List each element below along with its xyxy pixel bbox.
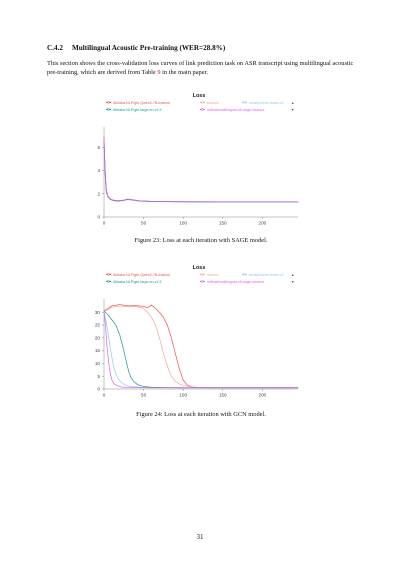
intro-text: This section shows the cross-validation … xyxy=(47,60,354,77)
sage-y-tick-label: 0 xyxy=(97,215,100,220)
gcn-y-tick-label: 5 xyxy=(97,374,100,379)
gcn-legend-label: Alibaba-NLP/gte-Qwen2-7B-instruct xyxy=(113,273,170,277)
sage-loss-chart: Loss Alibaba-NLP/gte-Qwen2-7B-instruct ran… xyxy=(88,89,310,229)
sage-legend-down-arrow[interactable]: ▼ xyxy=(291,108,294,112)
gcn-series-line xyxy=(103,310,299,389)
gcn-loss-chart: Loss Alibaba-NLP/gte-Qwen2-7B-instruct ran… xyxy=(88,261,310,401)
sage-title: Loss xyxy=(193,93,206,99)
sage-legend-label: sinai/phobert-base-v2 xyxy=(249,101,284,105)
gcn-legend-item[interactable]: Alibaba-NLP/gte-Qwen2-7B-instruct xyxy=(106,273,170,277)
sage-x-tick-label: 200 xyxy=(259,221,267,226)
sage-series-line xyxy=(103,136,299,203)
sage-x-tick-label: 150 xyxy=(219,221,227,226)
gcn-legend-item[interactable]: random xyxy=(200,273,219,277)
gcn-y-tick-label: 15 xyxy=(95,348,101,353)
sage-x-tick-label: 50 xyxy=(141,221,147,226)
gcn-legend-item[interactable]: intfloat/multilingual-e5-large-instruct xyxy=(200,280,264,284)
gcn-series-line xyxy=(103,310,299,389)
gcn-x-tick-label: 0 xyxy=(103,393,106,398)
sage-legend-up-arrow[interactable]: ▲ xyxy=(291,101,294,105)
gcn-series-line xyxy=(103,304,299,389)
gcn-legend-down-arrow[interactable]: ▼ xyxy=(291,280,294,284)
gcn-legend-up-arrow[interactable]: ▲ xyxy=(291,273,294,277)
table-reference-link[interactable]: 9 xyxy=(157,69,161,77)
sage-loss-chart-svg: Loss Alibaba-NLP/gte-Qwen2-7B-instruct ran… xyxy=(97,93,299,226)
gcn-y-tick-label: 30 xyxy=(95,310,101,315)
sage-legend-item[interactable]: intfloat/multilingual-e5-large-instruct xyxy=(200,108,264,112)
gcn-loss-chart-svg: Loss Alibaba-NLP/gte-Qwen2-7B-instruct ran… xyxy=(95,265,299,398)
gcn-title: Loss xyxy=(193,265,206,271)
sage-legend-item[interactable]: random xyxy=(200,101,219,105)
gcn-legend-marker xyxy=(107,273,110,276)
sage-legend-label: intfloat/multilingual-e5-large-instruct xyxy=(207,108,264,112)
gcn-series-line xyxy=(103,311,299,389)
gcn-series-line xyxy=(103,305,299,389)
gcn-legend-marker xyxy=(107,280,110,283)
gcn-legend-item[interactable]: sinai/phobert-base-v2 xyxy=(242,273,284,277)
gcn-x-tick-label: 150 xyxy=(219,393,227,398)
gcn-y-tick-label: 20 xyxy=(95,335,101,340)
sage-series-line xyxy=(103,143,299,203)
sage-series-line xyxy=(103,141,299,203)
gcn-legend-marker xyxy=(201,280,204,283)
gcn-legend-label: sinai/phobert-base-v2 xyxy=(249,273,284,277)
gcn-y-tick-label: 25 xyxy=(95,323,101,328)
sage-legend-label: Alibaba-NLP/gte-large-en-v1.5 xyxy=(113,108,162,112)
gcn-x-tick-label: 200 xyxy=(259,393,267,398)
sage-legend-item[interactable]: Alibaba-NLP/gte-large-en-v1.5 xyxy=(106,108,162,112)
intro-text-end: in the main paper. xyxy=(160,69,208,77)
gcn-y-tick-label: 10 xyxy=(95,361,101,366)
sage-y-tick-label: 2 xyxy=(97,191,100,196)
sage-y-tick-label: 4 xyxy=(97,168,100,173)
intro-paragraph: This section shows the cross-validation … xyxy=(47,59,355,78)
figure-24-caption: Figure 24: Loss at each iteration with G… xyxy=(136,411,266,418)
gcn-legend-label: Alibaba-NLP/gte-large-en-v1.5 xyxy=(113,280,162,284)
gcn-legend-label: intfloat/multilingual-e5-large-instruct xyxy=(207,280,264,284)
figure-23-caption: Figure 23: Loss at each iteration with S… xyxy=(134,237,268,244)
section-number: C.4.2 xyxy=(47,44,63,52)
gcn-legend-label: random xyxy=(207,273,219,277)
sage-legend-marker xyxy=(107,101,110,104)
sage-y-tick-label: 6 xyxy=(97,145,100,150)
gcn-x-tick-label: 100 xyxy=(179,393,187,398)
gcn-y-tick-label: 0 xyxy=(97,387,100,392)
sage-legend-marker xyxy=(201,101,204,104)
sage-legend-item[interactable]: sinai/phobert-base-v2 xyxy=(242,101,284,105)
gcn-x-tick-label: 50 xyxy=(141,393,147,398)
sage-series-line xyxy=(103,138,299,203)
sage-x-tick-label: 100 xyxy=(179,221,187,226)
section-heading: C.4.2 Multilingual Acoustic Pre-training … xyxy=(47,44,225,52)
sage-legend-label: random xyxy=(207,101,219,105)
gcn-legend-item[interactable]: Alibaba-NLP/gte-large-en-v1.5 xyxy=(106,280,162,284)
sage-legend-marker xyxy=(243,101,246,104)
sage-x-tick-label: 0 xyxy=(103,221,106,226)
sage-legend-marker xyxy=(201,108,204,111)
gcn-legend-marker xyxy=(243,273,246,276)
page-number: 31 xyxy=(196,533,204,541)
sage-legend-marker xyxy=(107,108,110,111)
gcn-legend-marker xyxy=(201,273,204,276)
section-title: Multilingual Acoustic Pre-training (WER=… xyxy=(71,44,226,52)
sage-legend-item[interactable]: Alibaba-NLP/gte-Qwen2-7B-instruct xyxy=(106,101,170,105)
sage-series-line xyxy=(103,140,299,203)
sage-legend-label: Alibaba-NLP/gte-Qwen2-7B-instruct xyxy=(113,101,170,105)
